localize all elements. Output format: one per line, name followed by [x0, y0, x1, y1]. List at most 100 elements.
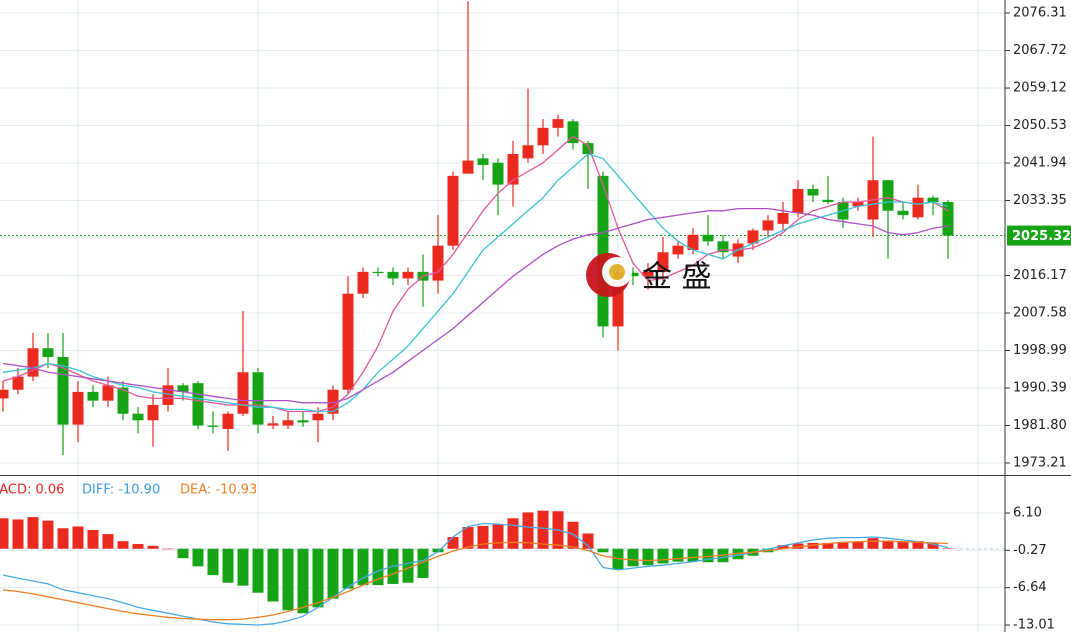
y-tick-label: 2016.17	[1013, 268, 1067, 283]
candle-body	[252, 372, 264, 425]
candle-body	[582, 143, 594, 155]
candle-body	[297, 420, 309, 423]
candle-body	[0, 389, 9, 399]
candle-body	[567, 121, 579, 144]
y-tick-label: 1990.39	[1013, 381, 1067, 396]
candle-body	[402, 271, 414, 279]
y-tick-label: 1973.21	[1013, 455, 1067, 470]
candle-body	[537, 127, 549, 146]
candle-body	[27, 348, 39, 377]
macd-bar	[702, 548, 714, 563]
macd-bar	[0, 518, 9, 549]
candle-body	[312, 413, 324, 421]
candle-body	[777, 212, 789, 224]
candle-body	[237, 372, 249, 414]
candle-body	[552, 119, 564, 128]
macd-bar	[297, 548, 309, 614]
candle-body	[147, 404, 159, 421]
y-tick-label: 1981.80	[1013, 418, 1067, 433]
current-price-label: 2025.32	[1012, 229, 1071, 244]
macd-bar	[522, 512, 534, 549]
candle-body	[42, 348, 54, 357]
macd-bar	[147, 545, 159, 549]
macd-bar	[867, 538, 879, 549]
candle-body	[642, 271, 654, 277]
candle-body	[747, 230, 759, 244]
candle-body	[102, 385, 114, 401]
y-tick-label: 1998.99	[1013, 343, 1067, 358]
ma-line	[2, 207, 949, 404]
macd-bar	[432, 548, 444, 553]
candle-body	[597, 175, 609, 327]
macd-line	[2, 540, 949, 621]
macd-bar	[672, 548, 684, 562]
y-tick-label: 2050.53	[1013, 118, 1067, 133]
macd-bar	[822, 542, 834, 549]
candle-body	[387, 271, 399, 279]
macd-bar	[402, 548, 414, 583]
candle-body	[807, 188, 819, 196]
candle-body	[87, 391, 99, 401]
candle-body	[522, 145, 534, 159]
macd-bar	[132, 544, 144, 549]
candle-body	[372, 271, 384, 274]
candle-body	[627, 272, 639, 277]
y-tick-label: 2059.12	[1013, 81, 1067, 96]
candle-body	[492, 162, 504, 185]
candle-body	[462, 160, 474, 174]
y-tick-label: 2041.94	[1013, 156, 1067, 171]
macd-bar	[582, 533, 594, 549]
candle-body	[477, 158, 489, 165]
macd-bar	[177, 548, 189, 559]
macd-bar	[417, 548, 429, 579]
candle-body	[57, 356, 69, 425]
macd-bar	[342, 548, 354, 589]
candle-body	[177, 385, 189, 392]
macd-bar	[912, 541, 924, 549]
candle-body	[357, 271, 369, 294]
macd-bar	[537, 510, 549, 549]
candle-body	[942, 202, 954, 236]
macd-bar	[687, 548, 699, 562]
marks-layer	[0, 1, 954, 626]
macd-bar	[312, 548, 324, 608]
candle-body	[117, 387, 129, 414]
macd-bar	[597, 548, 609, 553]
macd-bar	[777, 545, 789, 549]
macd-bar	[642, 548, 654, 566]
macd-line	[2, 522, 949, 626]
candle-body	[897, 210, 909, 216]
macd-bar	[282, 548, 294, 611]
macd-bar	[837, 542, 849, 549]
macd-bar	[207, 548, 219, 576]
candle-body	[282, 420, 294, 426]
macd-bar	[117, 541, 129, 549]
macd-bar	[882, 540, 894, 549]
indicator-label: DIFF: -10.90	[82, 483, 160, 498]
macd-bar	[567, 521, 579, 549]
macd-bar	[42, 520, 54, 549]
y-tick-label: -13.01	[1013, 618, 1055, 632]
candle-body	[792, 188, 804, 213]
macd-bar	[372, 548, 384, 586]
macd-bar	[942, 548, 954, 549]
candle-body	[342, 293, 354, 390]
macd-bar	[657, 548, 669, 564]
candle-body	[12, 376, 24, 390]
grid-layer	[0, 0, 1005, 632]
macd-bar	[852, 541, 864, 549]
macd-bar	[477, 525, 489, 549]
y-tick-label: 2007.58	[1013, 305, 1067, 320]
y-tick-label: 2033.35	[1013, 193, 1067, 208]
y-tick-label: 2076.31	[1013, 6, 1067, 21]
macd-bar	[222, 548, 234, 583]
macd-bar	[492, 524, 504, 549]
indicator-label: DEA: -10.93	[180, 483, 257, 498]
y-tick-label: 2067.72	[1013, 43, 1067, 58]
y-tick-label: -6.64	[1013, 580, 1047, 595]
macd-bar	[792, 543, 804, 549]
candle-body	[162, 385, 174, 405]
macd-bar	[237, 548, 249, 586]
candle-body	[432, 245, 444, 281]
